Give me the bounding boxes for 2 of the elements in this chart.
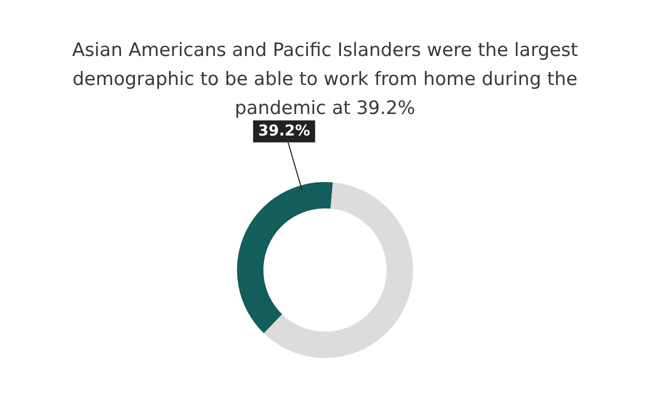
data-label: 39.2% — [258, 121, 310, 140]
chart-title: Asian Americans and Pacific Islanders were the largest demographic to be able to work from home during the pandemic at 39.2% — [71, 39, 579, 121]
